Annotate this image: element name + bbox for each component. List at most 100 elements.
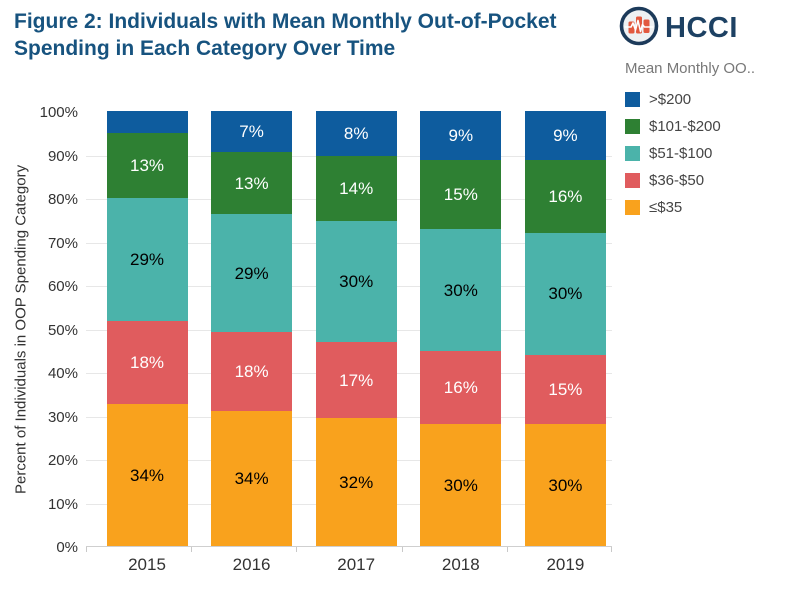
y-tick-label: 70% bbox=[47, 234, 78, 252]
page-title-line2: Spending in Each Category Over Time bbox=[14, 37, 396, 60]
bar-segment[interactable]: 18% bbox=[106, 321, 188, 405]
bar-segment-label: 32% bbox=[339, 472, 374, 492]
bar-segment-label: 16% bbox=[443, 378, 478, 397]
bar-segment-label: 15% bbox=[443, 184, 478, 204]
x-tick bbox=[611, 547, 612, 552]
bar-column: 9% 15% 30% 16% 30% bbox=[420, 111, 502, 546]
legend-item[interactable]: >$200 bbox=[625, 86, 797, 113]
bar-segment[interactable]: 30% bbox=[524, 232, 606, 355]
x-axis-label: 2019 bbox=[546, 555, 585, 574]
bar-segment-label: 34% bbox=[129, 465, 165, 485]
bar-segment-label: 29% bbox=[129, 249, 165, 269]
bar-segment[interactable]: 13% bbox=[211, 152, 293, 215]
bar-segment[interactable]: 13% bbox=[106, 133, 188, 198]
bar-segment-label: 18% bbox=[234, 361, 269, 381]
bar-segment[interactable]: 18% bbox=[211, 331, 293, 412]
bar-segment-label: 14% bbox=[339, 178, 374, 198]
y-tick-label: 20% bbox=[47, 452, 78, 469]
bar-segment[interactable]: 29% bbox=[211, 214, 293, 332]
bar-segment[interactable]: 30% bbox=[315, 221, 397, 343]
bar-segment-label: 7% bbox=[239, 122, 264, 142]
legend-item[interactable]: $36-$50 bbox=[625, 167, 797, 194]
bar-segment-label: 29% bbox=[234, 263, 269, 283]
legend-title: Mean Monthly OO.. bbox=[625, 60, 756, 77]
bar-segment[interactable]: 16% bbox=[524, 159, 606, 233]
x-tick bbox=[296, 547, 298, 552]
x-axis-label: 2015 bbox=[128, 555, 166, 574]
y-tick-label: 90% bbox=[47, 147, 78, 165]
bar-segment-label: 30% bbox=[443, 280, 478, 300]
legend-item-label: $51-$100 bbox=[649, 145, 713, 162]
bar-segment[interactable]: 7% bbox=[211, 111, 293, 153]
bar-segment[interactable]: 8% bbox=[315, 111, 397, 156]
bar-segment-label: 15% bbox=[548, 379, 583, 399]
bar-segment-label: 30% bbox=[548, 475, 583, 495]
y-tick-label: 10% bbox=[47, 495, 78, 513]
y-tick-label: 0% bbox=[56, 539, 78, 556]
bar-segment[interactable]: 34% bbox=[211, 411, 293, 546]
bar-segment-label: 13% bbox=[234, 173, 269, 193]
bar-segment-label: 13% bbox=[129, 155, 165, 175]
bar-segment-label: 16% bbox=[548, 186, 583, 206]
bar-column: 8% 14% 30% 17% 32% bbox=[315, 111, 397, 546]
y-tick-label: 100% bbox=[39, 104, 78, 121]
bar-segment-label: 17% bbox=[339, 370, 374, 390]
x-tick bbox=[86, 547, 87, 552]
x-axis-label: 2017 bbox=[337, 555, 376, 574]
hcci-logo-text: HCCI bbox=[665, 12, 738, 44]
bar-segment[interactable]: 16% bbox=[420, 351, 502, 424]
bar-segment[interactable]: 32% bbox=[315, 418, 397, 546]
x-axis-labels: 2015 2016 2017 2018 2019 bbox=[86, 555, 612, 579]
x-tick bbox=[506, 547, 508, 552]
hcci-logo-icon bbox=[619, 6, 659, 51]
bar-segment[interactable]: 9% bbox=[420, 111, 502, 160]
bar-segment-label: 8% bbox=[343, 123, 369, 143]
legend-items: >$200 $101-$200 $51-$100 $36-$50 ≤$35 bbox=[625, 86, 797, 221]
y-tick-label: 30% bbox=[47, 408, 78, 426]
x-tick bbox=[191, 547, 193, 552]
bar-segment[interactable]: 15% bbox=[524, 354, 606, 424]
legend-item-label: >$200 bbox=[649, 91, 692, 108]
y-axis-ticks: 100% 90% 80% 70% 60% 50% 40% 30% 20% 10% 0% bbox=[0, 104, 78, 556]
page-title: Figure 2: Individuals with Mean Monthly … bbox=[14, 8, 614, 62]
bar-segment-label: 9% bbox=[448, 125, 474, 145]
bar-segment[interactable] bbox=[106, 111, 188, 134]
legend-item-label: ≤$35 bbox=[649, 199, 683, 216]
bar-segment[interactable]: 14% bbox=[315, 155, 397, 222]
bar-segment[interactable]: 29% bbox=[106, 197, 188, 322]
legend: Mean Monthly OO.. >$200 $101-$200 $51-$100… bbox=[625, 60, 797, 221]
page-title-line1: Figure 2: Individuals with Mean Monthly … bbox=[14, 10, 557, 33]
bar-segment-label: 30% bbox=[443, 475, 478, 495]
bar-segment-label: 34% bbox=[234, 469, 269, 489]
legend-item[interactable]: $101-$200 bbox=[625, 113, 797, 140]
bar-segment-label: 18% bbox=[129, 353, 165, 373]
legend-item[interactable]: $51-$100 bbox=[625, 140, 797, 167]
bar-segment-label: 30% bbox=[339, 272, 374, 292]
legend-swatch bbox=[625, 200, 640, 215]
y-tick-label: 50% bbox=[47, 321, 78, 339]
bar-segment[interactable]: 15% bbox=[420, 159, 502, 229]
hcci-logo: HCCI bbox=[619, 6, 738, 51]
y-tick-label: 40% bbox=[47, 365, 78, 382]
x-tick bbox=[401, 547, 403, 552]
legend-item[interactable]: ≤$35 bbox=[625, 194, 797, 221]
plot-area: 13% 29% 18% 34% 7% 13% 29% 18% 34% 8% 14% 30% 17% 32%… bbox=[86, 111, 612, 552]
bar-segment[interactable]: 30% bbox=[420, 424, 502, 546]
x-axis-label: 2016 bbox=[232, 555, 271, 574]
y-tick-label: 80% bbox=[47, 191, 78, 208]
legend-swatch bbox=[625, 173, 640, 188]
y-tick-label: 60% bbox=[47, 278, 78, 295]
legend-item-label: $101-$200 bbox=[649, 118, 721, 135]
bar-column: 13% 29% 18% 34% bbox=[106, 111, 188, 546]
x-axis-label: 2018 bbox=[441, 555, 480, 574]
bar-column: 9% 16% 30% 15% 30% bbox=[524, 111, 606, 546]
bar-segment[interactable]: 30% bbox=[524, 424, 606, 546]
bar-segment[interactable]: 34% bbox=[106, 404, 188, 546]
legend-swatch bbox=[625, 92, 640, 107]
bar-segment[interactable]: 9% bbox=[524, 111, 606, 160]
bar-segment-label: 9% bbox=[553, 125, 578, 145]
bar-segment[interactable]: 17% bbox=[315, 342, 397, 419]
legend-swatch bbox=[625, 119, 640, 134]
bar-segment[interactable]: 30% bbox=[420, 229, 502, 351]
legend-swatch bbox=[625, 146, 640, 161]
